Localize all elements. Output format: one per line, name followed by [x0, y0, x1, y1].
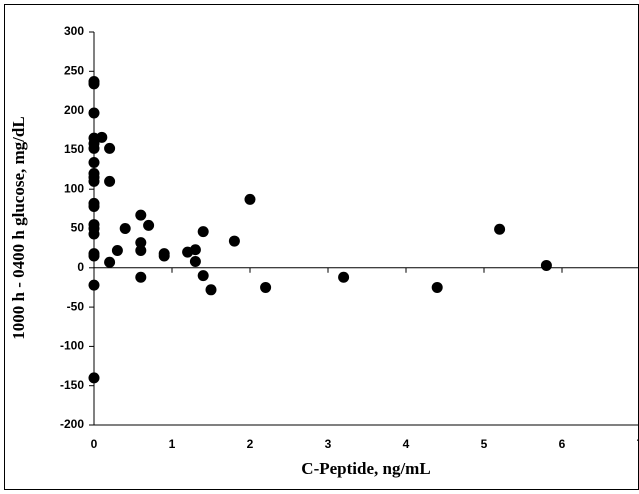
point [135, 237, 147, 249]
point [260, 281, 272, 293]
point [88, 156, 100, 168]
y-tick-label: -50 [67, 299, 85, 313]
point [431, 281, 443, 293]
x-tick-label: 5 [481, 437, 488, 451]
point [244, 193, 256, 205]
point [228, 235, 240, 247]
y-tick-label: 200 [64, 103, 84, 117]
point [197, 226, 209, 238]
point [104, 256, 116, 268]
y-tick-label: -150 [60, 378, 84, 392]
y-tick-label: 50 [71, 221, 85, 235]
y-tick-label: 0 [77, 260, 84, 274]
point [104, 175, 116, 187]
y-tick-label: -100 [60, 339, 84, 353]
point [88, 250, 100, 262]
point [540, 259, 552, 271]
frame [4, 4, 639, 490]
point [88, 372, 100, 384]
y-axis-label: 1000 h - 0400 h glucose, mg/dL [9, 116, 28, 339]
point [96, 131, 108, 143]
point [135, 271, 147, 283]
y-tick-label: 300 [64, 24, 84, 38]
point [189, 244, 201, 256]
x-axis-label: C-Peptide, ng/mL [301, 459, 430, 478]
x-tick-label: 7 [637, 437, 639, 451]
x-tick-label: 4 [403, 437, 410, 451]
point [104, 142, 116, 154]
x-tick-label: 2 [247, 437, 254, 451]
point [205, 284, 217, 296]
point [88, 175, 100, 187]
y-tick-label: 150 [64, 142, 84, 156]
x-tick-label: 6 [559, 437, 566, 451]
point [143, 219, 155, 231]
x-tick-label: 3 [325, 437, 332, 451]
point [88, 78, 100, 90]
point [119, 223, 131, 234]
point [135, 209, 147, 221]
y-tick-label: 100 [64, 181, 84, 195]
point [88, 279, 100, 291]
point [111, 245, 123, 257]
y-tick-label: 250 [64, 63, 84, 77]
point [158, 250, 170, 262]
point [88, 200, 100, 212]
point [197, 270, 209, 282]
point [189, 256, 201, 268]
x-tick-label: 1 [169, 437, 176, 451]
x-tick-label: 0 [91, 437, 98, 451]
y-tick-label: -200 [60, 417, 84, 431]
point [494, 223, 506, 235]
point [135, 245, 147, 257]
point [88, 107, 100, 119]
point [88, 228, 100, 240]
point [88, 142, 100, 154]
point [338, 271, 350, 283]
